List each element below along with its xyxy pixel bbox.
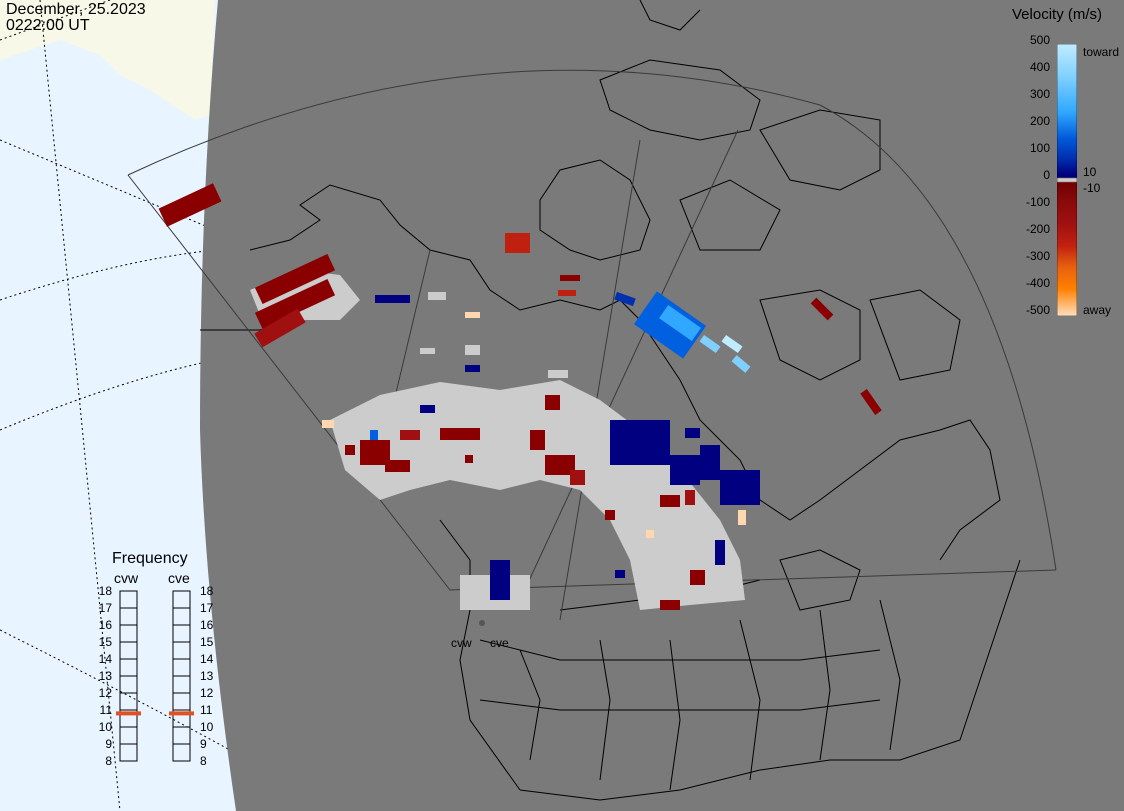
frequency-tick-label: 10: [99, 720, 113, 734]
frequency-marker-cvw: [116, 711, 141, 716]
colorbar-tick-400: 400: [1029, 60, 1050, 74]
colorbar-tick-minus100: -100: [1025, 195, 1050, 209]
frequency-radar-label-cvw: cvw: [114, 570, 139, 586]
frequency-tick-label: 14: [200, 652, 214, 666]
colorbar-tick-minus200: -200: [1025, 222, 1050, 236]
frequency-title: Frequency: [112, 550, 188, 567]
frequency-tick-label: 11: [100, 703, 113, 717]
latitude-grid-lines: [0, 0, 231, 811]
velocity-cells-away-light: [322, 312, 746, 538]
frequency-tick-label: 8: [105, 754, 112, 768]
globe-disk: [200, 0, 1124, 811]
colorbar-away-label: away: [1083, 303, 1112, 317]
colorbar-tick-500: 500: [1029, 33, 1050, 47]
colorbar-tick-100: 100: [1029, 141, 1050, 155]
frequency-tick-label: 18: [200, 585, 214, 598]
coastlines: [200, 0, 1021, 801]
frequency-tick-label: 12: [99, 686, 113, 700]
field-of-view-outline: [127, 69, 1057, 621]
colorbar-plus10-label: 10: [1083, 165, 1097, 179]
frequency-tick-label: 17: [200, 601, 214, 615]
colorbar-tick-minus400: -400: [1025, 276, 1050, 290]
radar-site-marker: [479, 620, 485, 626]
frequency-radar-label-cve: cve: [168, 570, 190, 586]
frequency-tick-label: 18: [99, 585, 113, 598]
land-top-left: [0, 0, 215, 120]
scattered-scatter-cells: [420, 292, 568, 378]
frequency-tick-label: 13: [200, 669, 214, 683]
frequency-tick-label: 13: [99, 669, 113, 683]
frequency-marker-cve: [169, 711, 194, 716]
colorbar-tick-200: 200: [1029, 114, 1050, 128]
colorbar-tick-minus500: -500: [1025, 303, 1050, 317]
frequency-tick-label: 8: [200, 754, 207, 768]
date-label: December, 25.2023: [6, 1, 146, 18]
frequency-scale-panel: 18 17 16 15 14 13 12 11 10 9 8 18 17 16 15 14 13 12 11 10 9 8: [99, 585, 214, 768]
site-label-cve: cve: [490, 636, 509, 650]
site-label-cvw: cvw: [451, 636, 472, 650]
frequency-tick-label: 15: [99, 635, 113, 649]
colorbar-tick-300: 300: [1029, 87, 1050, 101]
frequency-tick-label: 17: [99, 601, 113, 615]
frequency-tick-label: 10: [200, 720, 214, 734]
frequency-tick-label: 11: [200, 703, 213, 717]
colorbar-tick-minus300: -300: [1025, 249, 1050, 263]
colorbar-tick-0: 0: [1043, 168, 1050, 182]
colorbar-title: Velocity (m/s): [1012, 6, 1103, 23]
frequency-tick-label: 9: [105, 737, 112, 751]
colorbar-toward-label: toward: [1083, 45, 1120, 59]
frequency-tick-label: 14: [99, 652, 113, 666]
frequency-tick-label: 16: [99, 618, 113, 632]
frequency-tick-label: 15: [200, 635, 214, 649]
velocity-colorbar: [1057, 44, 1077, 316]
time-label: 0222:00 UT: [6, 17, 90, 34]
frequency-tick-label: 16: [200, 618, 214, 632]
velocity-cells-toward: [370, 291, 760, 600]
frequency-tick-label: 9: [200, 737, 207, 751]
velocity-cells-away: [158, 183, 882, 610]
frequency-tick-label: 12: [200, 686, 214, 700]
colorbar-minus10-label: -10: [1083, 181, 1101, 195]
